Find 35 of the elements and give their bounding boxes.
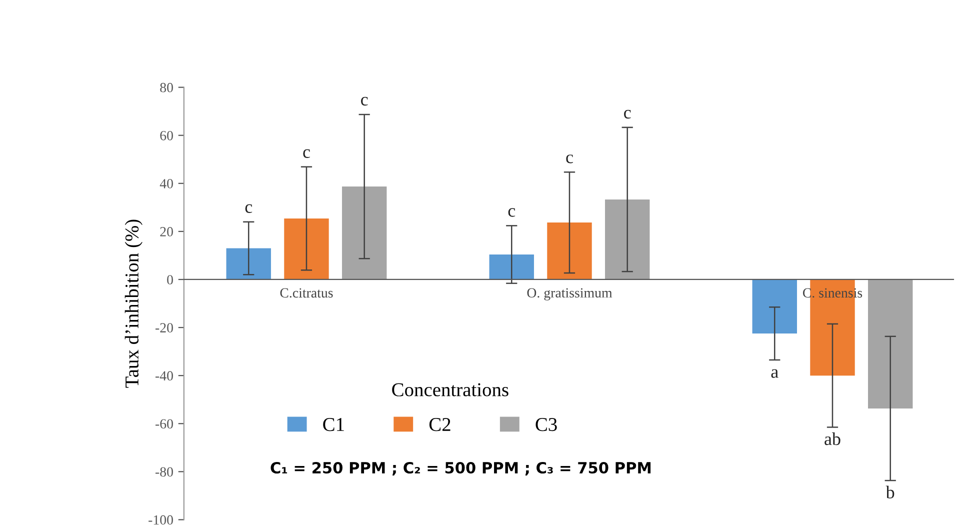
y-tick-label: 60: [160, 130, 173, 140]
y-axis-title: Taux d’inhibition (%): [124, 220, 142, 388]
annotation: c: [566, 154, 573, 164]
x-axis-title: Concentrations: [392, 383, 508, 396]
y-tick-label: 40: [160, 178, 173, 188]
annotation: C₁ = 250 PPM ; C₂ = 500 PPM ; C₃ = 750 PPM: [270, 462, 651, 476]
bar: [752, 279, 797, 334]
y-tick-label: 20: [160, 227, 173, 236]
y-tick-label: 0: [167, 275, 173, 284]
bar: [226, 248, 271, 280]
y-tick-label: 80: [160, 82, 173, 92]
bar: [489, 254, 534, 280]
y-tick-label: -60: [156, 419, 173, 429]
annotation: b: [886, 486, 894, 498]
x-tick-label: C.citratus: [280, 288, 333, 298]
bar: [284, 218, 329, 280]
bar: [868, 279, 913, 408]
x-tick-label: O. gratissimum: [527, 288, 612, 300]
y-tick-label: -40: [156, 371, 173, 381]
bar: [342, 186, 387, 280]
y-tick-label: -80: [156, 467, 173, 477]
annotation: ab: [824, 432, 840, 446]
bar: [604, 199, 650, 280]
legend-label: C3: [536, 418, 557, 432]
annotation: c: [303, 149, 310, 158]
legend-label: C1: [323, 418, 344, 432]
annotation: c: [245, 204, 252, 213]
annotation: c: [624, 110, 631, 119]
y-tick-label: -20: [156, 323, 173, 332]
annotation: a: [771, 369, 778, 378]
bar: [547, 222, 592, 280]
y-tick-label: -100: [148, 515, 173, 525]
annotation: c: [361, 96, 368, 106]
legend-label: C2: [429, 418, 450, 432]
annotation: c: [508, 208, 516, 217]
